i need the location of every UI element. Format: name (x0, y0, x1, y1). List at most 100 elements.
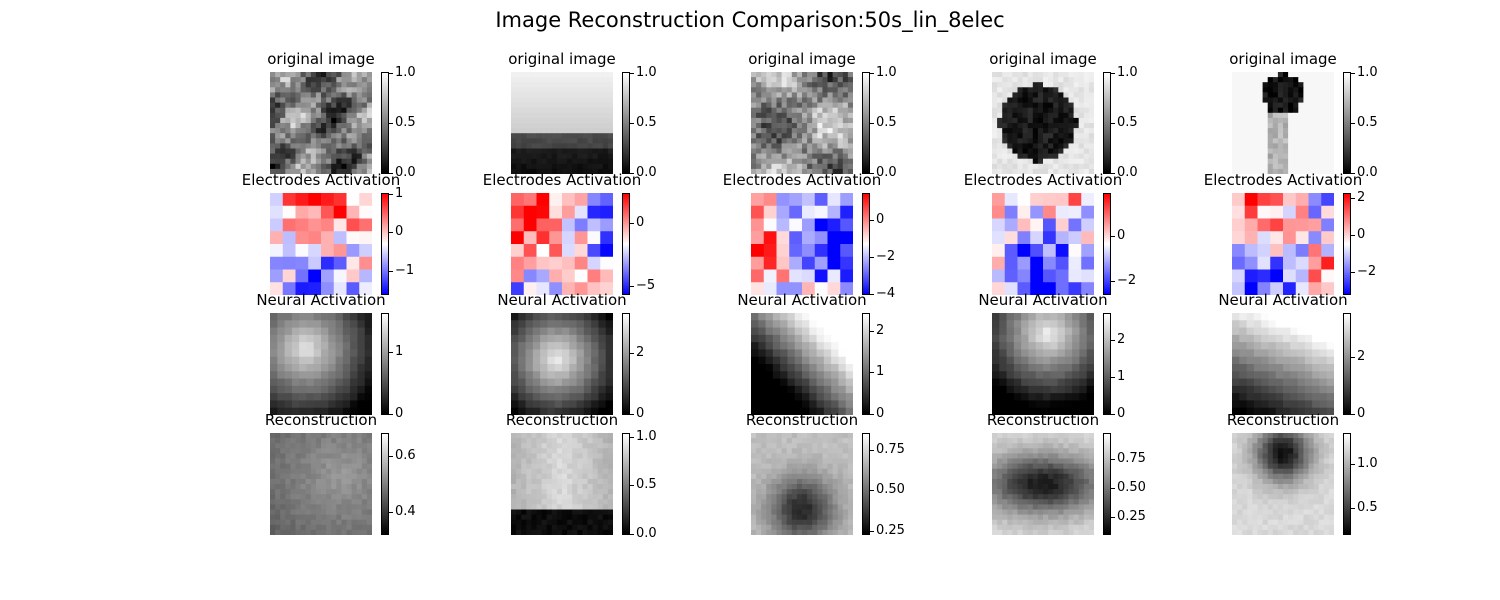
heatmap-cell (1086, 364, 1094, 372)
heatmap-cell (597, 519, 604, 526)
heatmap-cell (1007, 478, 1013, 485)
heatmap-cell (1252, 82, 1258, 88)
heatmap-cell (536, 138, 543, 144)
heatmap-cell (802, 168, 808, 174)
heatmap-cell (997, 123, 1003, 129)
heatmap-cell (776, 205, 790, 219)
heatmap-cell (1237, 128, 1243, 134)
heatmap-cell (342, 342, 351, 350)
heatmap-cell (766, 87, 772, 93)
heatmap-cell (1283, 133, 1289, 139)
heatmap-cell (1022, 504, 1029, 510)
heatmap-cell (796, 82, 803, 88)
heatmap-cell (556, 138, 563, 144)
heatmap-cell (1288, 143, 1294, 149)
heatmap-cell (1063, 97, 1069, 104)
heatmap-cell (1072, 327, 1080, 336)
heatmap-cell (822, 168, 828, 174)
heatmap-cell (361, 433, 368, 439)
heatmap-cell (587, 133, 594, 139)
heatmap-cell (1012, 484, 1018, 490)
heatmap-cell (823, 320, 832, 329)
heatmap-cell (299, 400, 307, 409)
heatmap-cell (531, 519, 537, 526)
heatmap-cell (1252, 158, 1258, 165)
heatmap-cell (300, 107, 307, 114)
heatmap-cell (1081, 218, 1094, 232)
heatmap-cell (583, 407, 592, 415)
heatmap-cell (1083, 499, 1090, 505)
heatmap-cell (786, 123, 793, 129)
heatmap-cell (341, 509, 347, 516)
heatmap-cell (758, 349, 767, 358)
heatmap-cell (802, 77, 808, 83)
colorbar (1103, 72, 1111, 174)
heatmap-cell (838, 356, 847, 365)
heatmap-cell (310, 158, 317, 165)
heatmap-cell (602, 514, 609, 521)
heatmap-cell (765, 385, 774, 394)
heatmap-cell (802, 117, 808, 124)
heatmap-cell (290, 82, 296, 88)
heatmap-cell (791, 97, 798, 104)
heatmap-cell (356, 463, 363, 470)
heatmap-cell (1283, 87, 1289, 93)
heatmap-cell (1326, 356, 1334, 365)
heatmap-cell (802, 112, 808, 119)
heatmap-cell (837, 97, 844, 104)
heatmap-cell (541, 148, 548, 155)
heatmap-cell (576, 327, 585, 336)
heatmap-cell (546, 87, 553, 93)
heatmap-cell (1312, 371, 1320, 380)
heatmap-cell (781, 514, 788, 521)
heatmap-cell (275, 443, 281, 449)
heatmap-cell (758, 364, 767, 372)
heatmap-cell (842, 473, 849, 480)
heatmap-cell (1050, 400, 1059, 409)
heatmap-cell (1002, 443, 1008, 449)
heatmap-cell (511, 458, 517, 465)
heatmap-cell (1283, 82, 1289, 88)
heatmap-cell (1262, 148, 1269, 155)
colorbar-tick (1351, 73, 1355, 74)
heatmap-cell (791, 514, 798, 521)
heatmap-cell (761, 489, 767, 495)
heatmap-cell (592, 489, 599, 495)
heatmap-cell (607, 143, 613, 149)
heatmap-cell (321, 494, 327, 500)
heatmap-cell (776, 519, 783, 526)
heatmap-cell (838, 407, 847, 415)
heatmap-cell (831, 385, 839, 394)
heatmap-cell (511, 448, 517, 454)
heatmap-cell (845, 371, 853, 380)
heatmap-cell (290, 107, 296, 114)
heatmap-cell (364, 407, 372, 415)
heatmap-cell (1053, 438, 1059, 444)
heatmap-cell (771, 453, 777, 459)
heatmap-cell (1017, 163, 1024, 170)
heatmap-cell (1050, 378, 1059, 387)
heatmap-cell (1063, 473, 1069, 480)
heatmap-cell (516, 92, 522, 98)
heatmap-cell (1323, 92, 1330, 98)
heatmap-cell (567, 504, 573, 510)
heatmap-cell (766, 82, 772, 88)
heatmap-cell (1073, 494, 1080, 500)
heatmap-cell (786, 133, 793, 139)
heatmap-cell (1232, 107, 1238, 114)
heatmap-cell (1083, 438, 1090, 444)
heatmap-cell (299, 342, 307, 350)
heatmap-cell (300, 87, 307, 93)
heatmap-cell (366, 463, 372, 470)
heatmap-cell (577, 102, 583, 109)
heatmap-cell (1053, 72, 1059, 78)
heatmap-cell (796, 463, 803, 470)
heatmap-cell (751, 102, 757, 109)
heatmap-cell (1058, 443, 1064, 449)
heatmap-cell (766, 478, 772, 485)
heatmap-cell (536, 87, 543, 93)
heatmap-cell (831, 356, 839, 365)
heatmap-cell (842, 509, 849, 516)
heatmap-cell (300, 484, 307, 490)
colorbar-tick (630, 414, 634, 415)
